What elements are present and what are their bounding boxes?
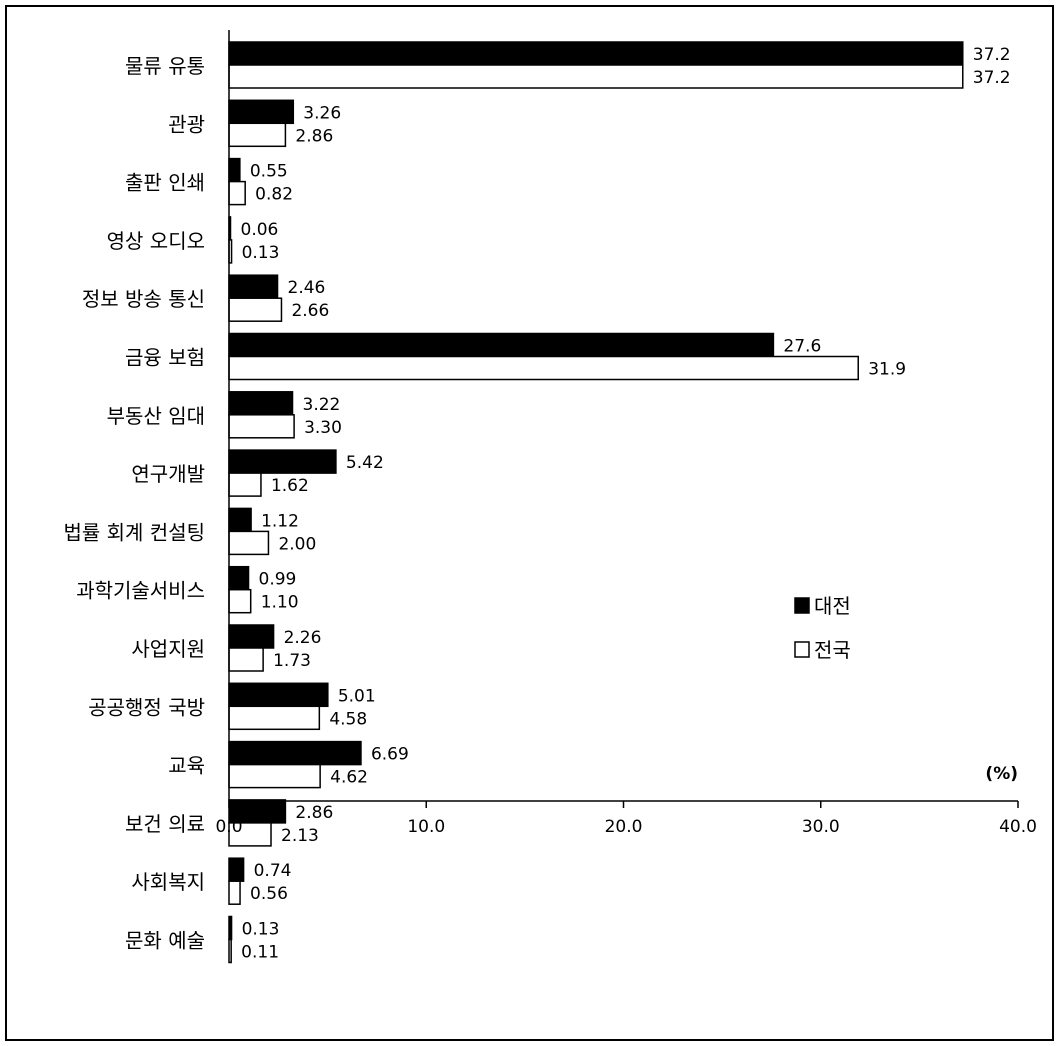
- value-label: 0.99: [259, 570, 297, 590]
- bar-전국: [228, 938, 232, 964]
- bar-대전: [228, 99, 295, 125]
- value-label: 2.86: [295, 126, 333, 146]
- value-label: 5.42: [346, 453, 384, 473]
- value-label: 27.6: [783, 337, 821, 357]
- value-label: 1.12: [261, 511, 299, 531]
- bar-전국: [228, 647, 264, 672]
- category-label: 물류 유통: [125, 54, 205, 78]
- bar-대전: [228, 41, 964, 66]
- value-label: 2.66: [291, 301, 329, 321]
- category-label: 영상 오디오: [107, 229, 205, 253]
- category-label: 법률 회계 컨설팅: [63, 520, 205, 544]
- x-tick-label: 40.0: [999, 817, 1037, 837]
- category-label: 관광: [168, 112, 205, 136]
- category-label: 교육: [168, 754, 205, 778]
- value-label: 0.13: [242, 243, 280, 263]
- value-label: 1.73: [273, 651, 311, 671]
- bar-대전: [228, 565, 250, 591]
- value-label: 31.9: [868, 360, 906, 380]
- category-label: 공공행정 국방: [88, 695, 205, 719]
- bar-전국: [228, 297, 283, 322]
- value-label: 0.82: [255, 185, 293, 205]
- bar-전국: [228, 64, 964, 89]
- bar-대전: [228, 682, 329, 708]
- bar-대전: [228, 157, 241, 183]
- value-label: 0.74: [254, 861, 292, 881]
- category-label: 부동산 임대: [107, 404, 205, 428]
- x-tick-label: 20.0: [605, 817, 643, 837]
- category-label: 정보 방송 통신: [82, 287, 205, 311]
- value-label: 5.01: [338, 686, 376, 706]
- legend-label: 전국: [814, 638, 851, 662]
- bar-전국: [228, 822, 272, 847]
- bar-대전: [228, 391, 294, 416]
- value-label: 2.46: [288, 278, 326, 298]
- value-label: 0.55: [250, 162, 288, 182]
- bar-전국: [228, 355, 859, 381]
- value-label: 4.58: [329, 709, 367, 729]
- x-tick-label: 0.0: [215, 817, 242, 837]
- bar-전국: [228, 472, 262, 497]
- bar-전국: [228, 880, 241, 905]
- value-label: 37.2: [973, 68, 1011, 88]
- category-label: 연구개발: [131, 462, 205, 486]
- value-label: 0.11: [241, 943, 279, 963]
- legend-label: 대전: [814, 594, 851, 618]
- value-label: 6.69: [371, 745, 409, 765]
- unit-label: (%): [985, 764, 1018, 784]
- value-label: 37.2: [973, 45, 1011, 65]
- value-label: 3.26: [303, 103, 341, 123]
- bar-대전: [228, 449, 337, 474]
- bar-전국: [228, 705, 321, 731]
- bar-대전: [228, 857, 245, 882]
- value-label: 3.30: [304, 418, 342, 438]
- bar-대전: [228, 624, 275, 649]
- value-label: 1.62: [271, 476, 309, 496]
- category-label: 금융 보험: [125, 346, 205, 370]
- value-label: 0.06: [241, 220, 279, 240]
- bar-대전: [228, 740, 362, 766]
- value-label: 0.13: [242, 920, 280, 940]
- bar-대전: [228, 274, 279, 299]
- bar-대전: [228, 332, 775, 358]
- category-label: 문화 예술: [125, 929, 205, 953]
- value-label: 4.62: [330, 768, 368, 788]
- value-label: 2.00: [278, 534, 316, 554]
- bar-대전: [228, 507, 252, 533]
- bar-전국: [228, 180, 246, 206]
- category-label: 출판 인쇄: [125, 171, 205, 195]
- bar-전국: [228, 122, 287, 148]
- x-tick-label: 30.0: [802, 817, 840, 837]
- bar-전국: [228, 530, 270, 556]
- category-label: 사회복지: [131, 870, 205, 894]
- category-label: 과학기술서비스: [76, 579, 205, 603]
- category-label: 보건 의료: [125, 812, 205, 836]
- bar-대전: [228, 915, 233, 941]
- legend-swatch-전국: [794, 641, 810, 658]
- value-label: 2.26: [284, 628, 322, 648]
- x-tick-label: 10.0: [407, 817, 445, 837]
- bar-전국: [228, 588, 252, 614]
- value-label: 1.10: [261, 593, 299, 613]
- value-label: 2.86: [295, 803, 333, 823]
- value-label: 3.22: [303, 395, 341, 415]
- category-label: 사업지원: [131, 637, 205, 661]
- legend-swatch-대전: [794, 597, 810, 614]
- bar-전국: [228, 763, 321, 789]
- chart-frame: [5, 5, 1054, 1041]
- value-label: 2.13: [281, 826, 319, 846]
- bar-전국: [228, 414, 295, 439]
- value-label: 0.56: [250, 884, 288, 904]
